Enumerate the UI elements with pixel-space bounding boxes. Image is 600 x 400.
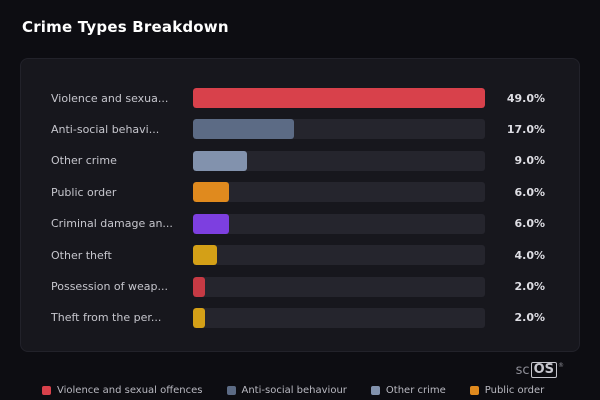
bar[interactable] (193, 307, 205, 328)
legend-swatch-icon (469, 386, 479, 395)
legend-item[interactable]: Public order (469, 385, 545, 396)
legend-swatch-icon (370, 386, 380, 395)
value-label: 6.0% (514, 185, 545, 199)
category-label: Public order (51, 185, 117, 199)
value-label: 17.0% (506, 122, 545, 136)
legend: Violence and sexual offences Anti-social … (42, 385, 590, 396)
value-label: 4.0% (514, 248, 545, 262)
category-label: Possession of weap... (51, 280, 168, 294)
value-label: 6.0% (514, 217, 545, 231)
bar-row: Theft from the per... 2.0% (51, 303, 545, 333)
legend-label: Violence and sexual offences (57, 385, 203, 396)
category-label: Theft from the per... (51, 311, 162, 325)
page-title: Crime Types Breakdown (22, 18, 229, 36)
value-label: 2.0% (514, 280, 545, 294)
bar-track (193, 307, 485, 328)
bar-track (193, 119, 485, 140)
bar-track (193, 213, 485, 234)
category-label: Other crime (51, 154, 117, 168)
legend-item[interactable]: Violence and sexual offences (42, 385, 203, 396)
bar[interactable] (193, 213, 229, 234)
category-label: Anti-social behavi... (51, 122, 160, 136)
legend-label: Anti-social behaviour (241, 385, 347, 396)
bar[interactable] (193, 182, 229, 203)
bar-track (193, 88, 485, 108)
bar-track (193, 245, 485, 266)
bar-row: Violence and sexua... 49.0% (51, 83, 545, 113)
bar-row: Other crime 9.0% (51, 146, 545, 176)
bar-row: Anti-social behavi... 17.0% (51, 114, 545, 144)
category-label: Violence and sexua... (51, 91, 169, 105)
category-label: Other theft (51, 248, 112, 262)
value-label: 49.0% (506, 91, 545, 105)
bar-row: Public order 6.0% (51, 177, 545, 207)
bar[interactable] (193, 245, 217, 266)
chart-card: Violence and sexua... 49.0% Anti-social be… (20, 58, 580, 352)
scos-logo-suffix: OS (530, 362, 557, 378)
registered-mark: ® (558, 362, 564, 369)
value-label: 2.0% (514, 311, 545, 325)
bar-track (193, 276, 485, 297)
legend-swatch-icon (226, 386, 236, 395)
legend-label: Other crime (385, 385, 446, 396)
value-label: 9.0% (514, 154, 545, 168)
bar[interactable] (193, 276, 205, 297)
legend-swatch-icon (42, 386, 51, 395)
legend-item[interactable]: Anti-social behaviour (226, 385, 347, 396)
legend-item[interactable]: Other crime (370, 385, 446, 396)
bar-track (193, 150, 485, 171)
scos-logo-prefix: sc (515, 362, 530, 378)
bar[interactable] (193, 88, 485, 108)
bar[interactable] (193, 150, 247, 171)
legend-label: Public order (484, 385, 545, 396)
bar[interactable] (193, 119, 295, 140)
bar-row: Possession of weap... 2.0% (51, 272, 545, 302)
bar-track (193, 182, 485, 203)
bar-chart: Violence and sexua... 49.0% Anti-social be… (51, 83, 545, 333)
category-label: Criminal damage an... (51, 217, 173, 231)
bar-row: Other theft 4.0% (51, 240, 545, 270)
bar-row: Criminal damage an... 6.0% (51, 209, 545, 239)
scos-logo: sc OS ® (516, 362, 564, 378)
